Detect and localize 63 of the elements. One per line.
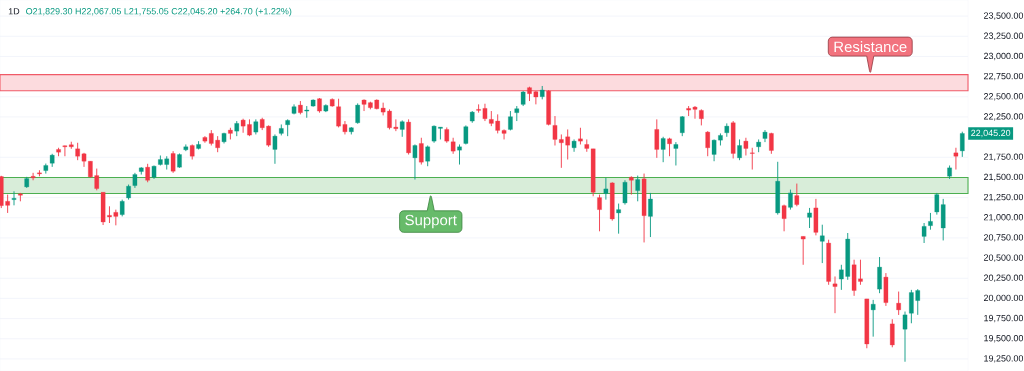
candlestick [616,203,621,235]
y-tick-label: 19,750.00 [984,314,1024,323]
candlestick [896,291,901,316]
y-tick-label: 20,500.00 [983,254,1024,262]
y-tick-label: 23,000.00 [983,52,1024,61]
candlestick [781,204,787,232]
candlestick [953,147,959,170]
candlestick [272,134,278,165]
candlestick [170,150,176,174]
y-tick-label: 19,250.00 [984,355,1024,363]
candlestick [11,190,17,206]
candlestick [673,141,679,166]
candlestick [635,175,640,202]
candlestick [622,179,628,206]
candlestick [412,144,418,180]
candlestick [902,311,908,363]
candlestick [737,139,742,161]
candlestick [355,102,360,125]
y-tick-label: 22,500.00 [983,93,1024,101]
candlestick [603,177,609,201]
candlestick [597,194,602,232]
text: 22,045.20 [971,129,1011,138]
y-tick-label: 22,750.00 [983,72,1024,81]
candlestick [877,256,882,294]
candlestick [648,192,653,238]
candlestick [457,144,462,165]
candlestick [807,207,812,229]
candlestick [425,145,430,167]
band-label: Resistance [834,41,907,53]
candlestick [800,235,806,266]
candlestick [750,147,755,170]
candlestick [660,136,666,163]
y-tick-label: 21,250.00 [983,193,1024,202]
y-tick-label: 23,500.00 [983,12,1024,20]
candlestick [788,189,793,211]
candlestick [890,318,895,348]
candlestick [629,175,634,196]
y-tick-label: 22,250.00 [983,113,1024,121]
y-tick-label: 20,000.00 [983,294,1024,303]
candlestick [419,137,424,165]
candlestick [571,139,577,153]
candlestick [680,115,685,137]
candlestick [820,224,825,264]
y-tick-label: 23,250.00 [983,32,1024,40]
text: 1D [8,8,20,15]
y-tick-label: 20,750.00 [983,234,1024,242]
candlestick [794,183,800,207]
candlestick [870,299,876,338]
candlestick [743,137,749,156]
y-tick-label: 21,000.00 [983,214,1024,222]
candlestick [30,172,36,181]
candlestick [832,276,838,314]
band-label: Support [405,214,457,229]
candlestick [705,130,710,157]
candlestick [145,163,150,183]
candlestick [960,131,965,158]
candlestick [654,118,660,159]
text: O21,829.30 H22,067.05 L21,755.05 C22,045.20 +264.70 (+1.22%) [26,7,292,17]
candlestick [921,222,927,244]
y-tick-label: 19,500.00 [984,335,1024,343]
y-tick-label: 20,250.00 [983,274,1024,282]
y-tick-label: 21,500.00 [983,173,1024,182]
y-tick-label: 21,750.00 [983,153,1024,161]
